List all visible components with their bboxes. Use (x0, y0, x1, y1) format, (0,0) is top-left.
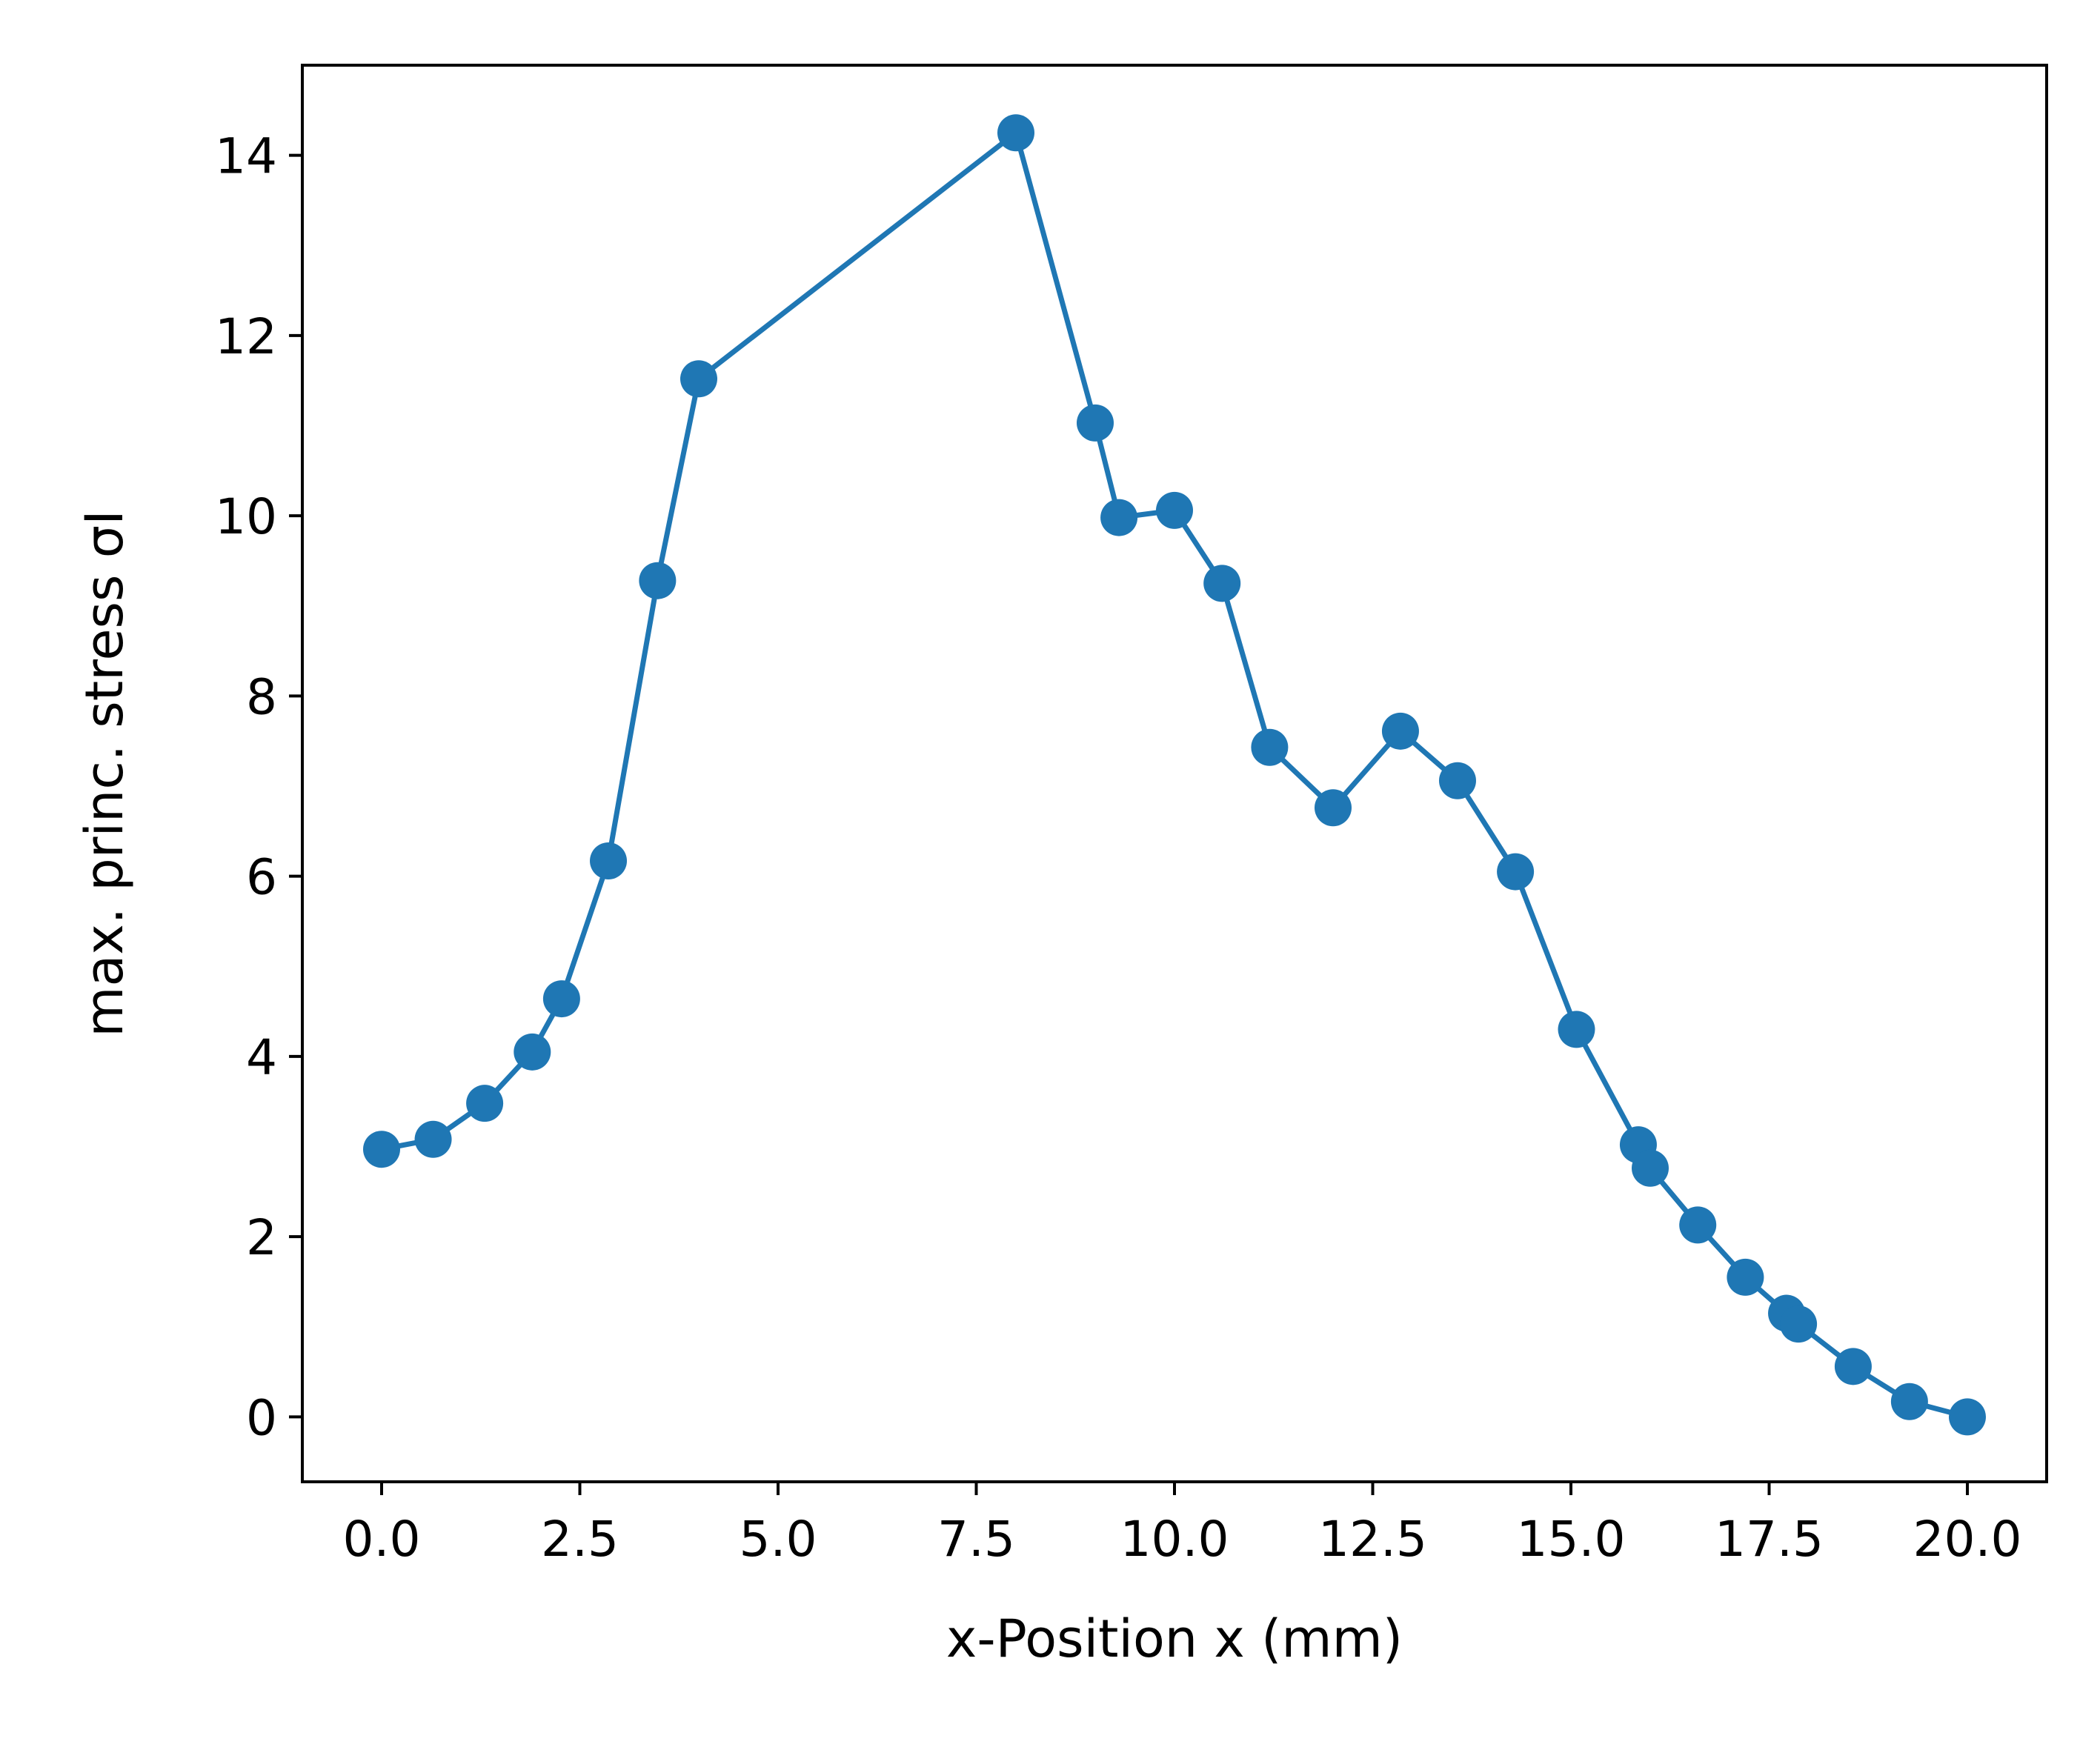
data-point (466, 1085, 504, 1122)
data-point (1632, 1149, 1669, 1187)
x-tick-label: 5.0 (740, 1511, 817, 1568)
data-point (1077, 404, 1114, 442)
data-point (1203, 565, 1241, 602)
data-point (1679, 1206, 1717, 1244)
y-tick-label: 6 (246, 849, 277, 906)
x-axis-ticks: 0.0 2.5 5.0 7.5 10.0 12.5 15.0 17.5 20.0 (343, 1482, 2022, 1568)
data-point (414, 1120, 452, 1158)
x-axis-label: x-Position x (mm) (946, 1608, 1403, 1669)
data-point (1251, 728, 1289, 766)
data-point (1558, 1011, 1595, 1048)
data-point (639, 562, 677, 599)
y-axis-ticks: 0 2 4 6 8 10 12 14 (215, 128, 302, 1446)
data-point (590, 842, 628, 879)
data-point (1780, 1305, 1818, 1343)
y-tick-label: 0 (246, 1389, 277, 1446)
data-point (1381, 712, 1419, 750)
x-tick-label: 10.0 (1120, 1511, 1229, 1568)
data-point (1497, 853, 1535, 891)
data-point (542, 980, 580, 1018)
series-layer (363, 114, 1986, 1436)
y-axis-label: max. princ. stress σI (74, 510, 135, 1037)
data-point (514, 1033, 551, 1071)
series-line (381, 130, 1968, 1420)
data-point (1438, 762, 1476, 799)
x-tick-label: 17.5 (1715, 1511, 1824, 1568)
x-tick-label: 20.0 (1913, 1511, 2022, 1568)
data-point (1949, 1398, 1986, 1436)
x-tick-label: 7.5 (937, 1511, 1015, 1568)
x-tick-label: 15.0 (1517, 1511, 1626, 1568)
y-tick-label: 4 (246, 1029, 277, 1086)
data-point (1834, 1348, 1872, 1385)
x-tick-label: 2.5 (541, 1511, 619, 1568)
y-tick-label: 10 (215, 488, 277, 545)
data-point (1727, 1258, 1764, 1296)
y-tick-label: 14 (215, 128, 277, 185)
y-tick-label: 8 (246, 668, 277, 725)
x-tick-label: 12.5 (1318, 1511, 1427, 1568)
data-point (1100, 499, 1138, 536)
data-point (680, 360, 717, 398)
x-tick-label: 0.0 (343, 1511, 421, 1568)
data-point (1156, 491, 1193, 529)
data-point (1890, 1383, 1928, 1420)
y-tick-label: 12 (215, 308, 277, 365)
data-point (1315, 789, 1352, 827)
data-point (997, 114, 1034, 152)
data-point (363, 1131, 400, 1168)
y-tick-label: 2 (246, 1209, 277, 1266)
